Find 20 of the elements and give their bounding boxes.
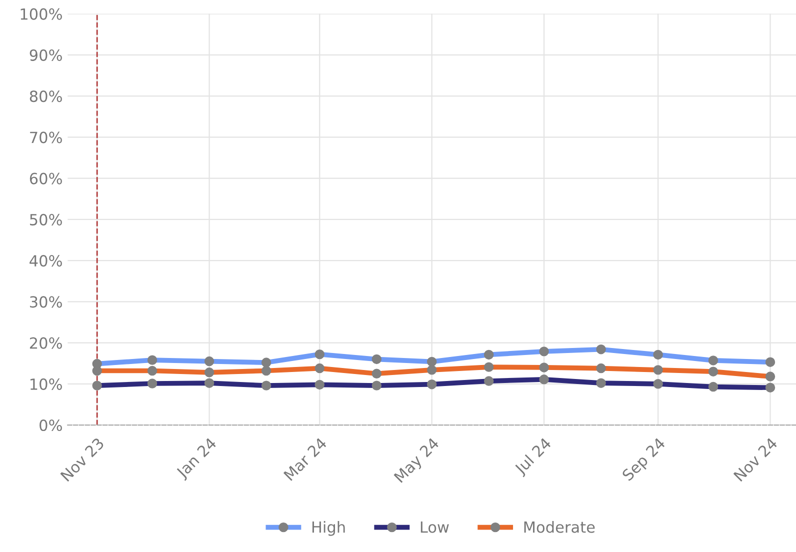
x-tick-label: Sep 24 xyxy=(621,436,668,484)
legend-label: Low xyxy=(420,522,449,533)
y-tick-label: 50% xyxy=(30,214,62,226)
y-tick-label: 70% xyxy=(30,132,62,144)
y-tick-label: 30% xyxy=(30,296,62,308)
x-tick-label: Nov 23 xyxy=(60,437,105,482)
y-tick-label: 90% xyxy=(30,49,62,61)
y-tick-label: 20% xyxy=(30,337,62,349)
x-tick-label: Jul 24 xyxy=(513,436,554,478)
x-tick-label: Jan 24 xyxy=(175,436,220,481)
y-tick-label: 80% xyxy=(30,90,62,102)
y-tick-label: 40% xyxy=(30,255,62,267)
legend-label: High xyxy=(312,521,345,536)
x-tick-label: Nov 24 xyxy=(733,436,778,482)
legend-label: Moderate xyxy=(524,521,595,533)
x-tick-label: Mar 24 xyxy=(283,436,328,482)
y-tick-label: 60% xyxy=(30,172,62,184)
y-tick-label: 0% xyxy=(40,420,62,432)
y-tick-label: 100% xyxy=(20,8,62,20)
y-tick-label: 10% xyxy=(30,378,62,390)
